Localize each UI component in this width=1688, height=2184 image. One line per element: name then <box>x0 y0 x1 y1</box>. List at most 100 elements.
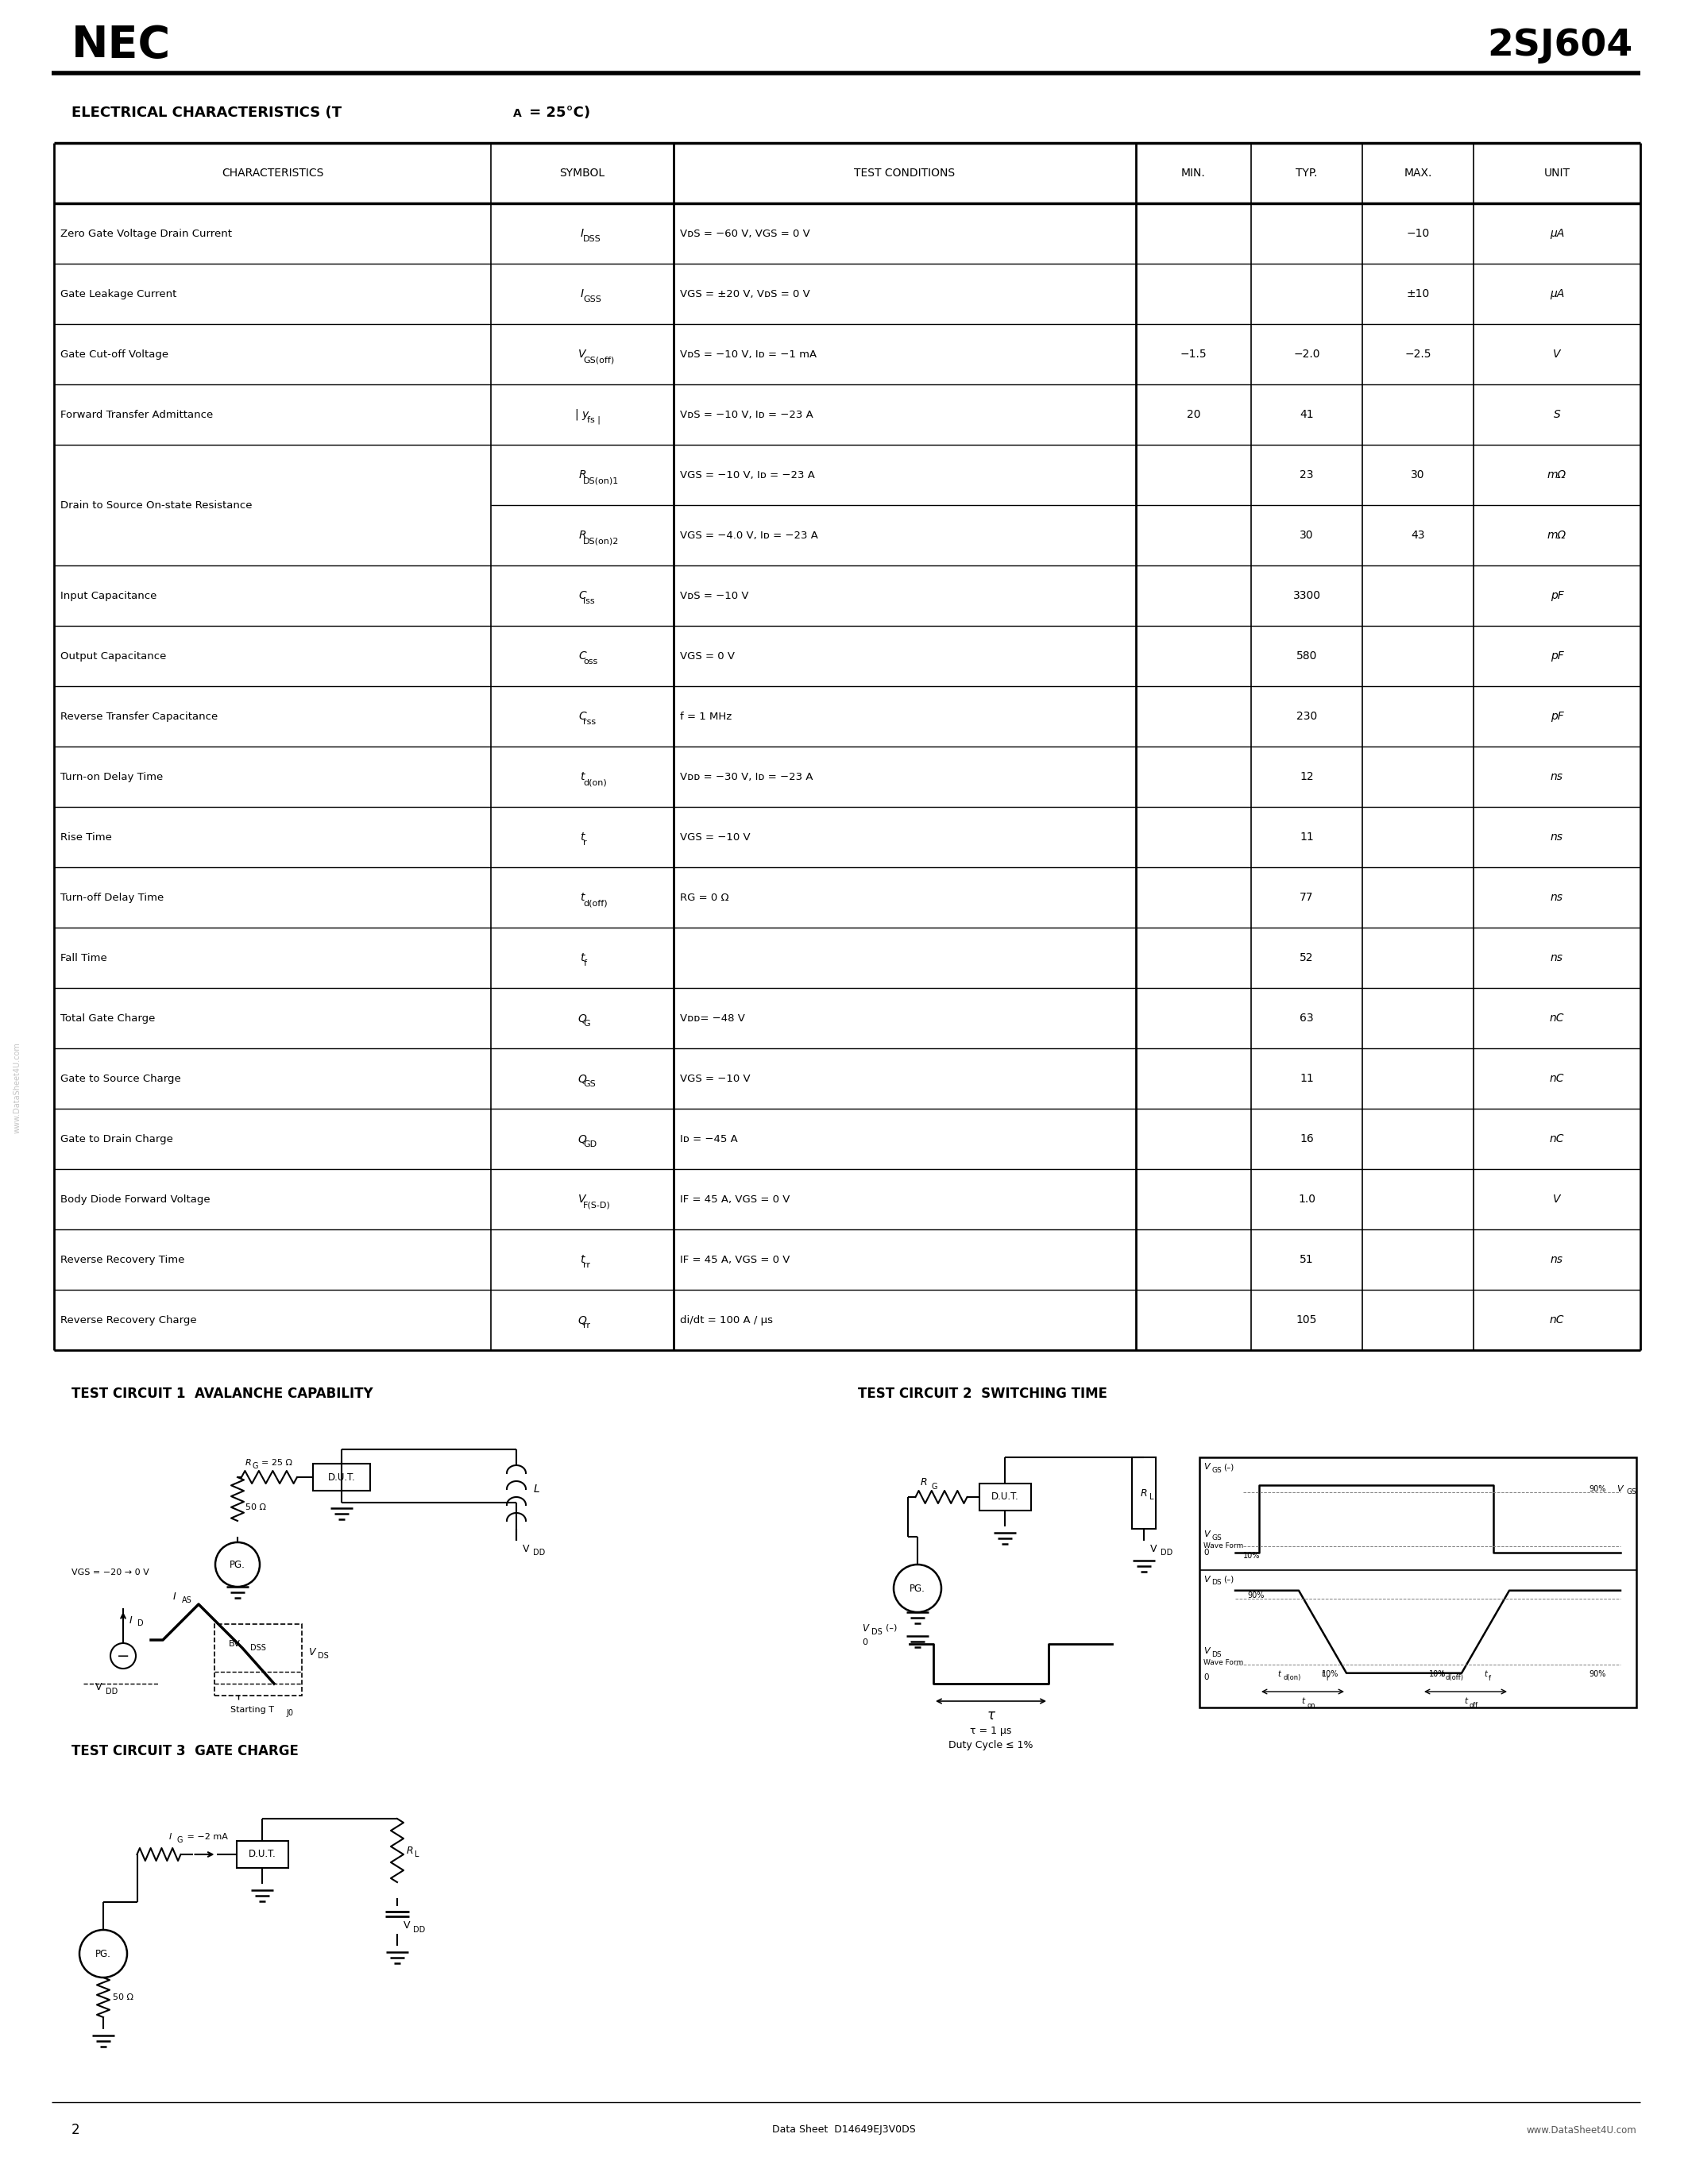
Text: Reverse Recovery Time: Reverse Recovery Time <box>61 1254 184 1265</box>
FancyBboxPatch shape <box>236 1841 289 1867</box>
Text: Fall Time: Fall Time <box>61 952 106 963</box>
Text: rr: rr <box>584 1260 591 1269</box>
Text: μA: μA <box>1550 227 1565 238</box>
Text: V: V <box>1150 1544 1156 1553</box>
Text: RG = 0 Ω: RG = 0 Ω <box>680 893 729 902</box>
Text: Forward Transfer Admittance: Forward Transfer Admittance <box>61 408 213 419</box>
Text: iss: iss <box>584 596 594 605</box>
Text: Gate Cut-off Voltage: Gate Cut-off Voltage <box>61 349 169 360</box>
Text: CHARACTERISTICS: CHARACTERISTICS <box>221 168 324 179</box>
Text: 12: 12 <box>1300 771 1313 782</box>
Text: Q: Q <box>577 1013 587 1024</box>
Text: R: R <box>407 1845 414 1856</box>
Text: www.DataSheet4U.com: www.DataSheet4U.com <box>1526 2125 1636 2136</box>
Text: GS(off): GS(off) <box>584 356 614 365</box>
Text: V: V <box>523 1544 530 1553</box>
Text: 1.0: 1.0 <box>1298 1195 1315 1206</box>
Text: DD: DD <box>1161 1548 1173 1557</box>
Text: ±10: ±10 <box>1406 288 1430 299</box>
Text: C: C <box>579 710 586 723</box>
Text: DS(on)1: DS(on)1 <box>584 476 619 485</box>
Text: f: f <box>584 959 586 968</box>
Text: t: t <box>1278 1671 1281 1677</box>
Text: V: V <box>95 1682 101 1693</box>
Text: PG.: PG. <box>95 1948 111 1959</box>
Text: 2: 2 <box>71 2123 79 2138</box>
Text: r: r <box>1325 1675 1328 1682</box>
Text: GS: GS <box>1626 1489 1636 1496</box>
Text: f: f <box>1489 1675 1491 1682</box>
Text: nC: nC <box>1550 1072 1565 1083</box>
Text: t: t <box>1484 1671 1487 1677</box>
Text: ELECTRICAL CHARACTERISTICS (T: ELECTRICAL CHARACTERISTICS (T <box>71 105 341 120</box>
Text: t: t <box>581 952 584 963</box>
Text: Gate to Source Charge: Gate to Source Charge <box>61 1072 181 1083</box>
Text: −: − <box>116 1649 130 1664</box>
FancyBboxPatch shape <box>1200 1457 1636 1708</box>
Text: τ: τ <box>987 1708 994 1723</box>
Text: VᴅS = −10 V, Iᴅ = −23 A: VᴅS = −10 V, Iᴅ = −23 A <box>680 408 814 419</box>
Text: t: t <box>581 1254 584 1265</box>
Text: 43: 43 <box>1411 531 1425 542</box>
Text: D.U.T.: D.U.T. <box>991 1492 1018 1503</box>
Text: F(S-D): F(S-D) <box>584 1201 611 1208</box>
Text: Data Sheet  D14649EJ3V0DS: Data Sheet D14649EJ3V0DS <box>771 2125 915 2136</box>
Text: SYMBOL: SYMBOL <box>560 168 604 179</box>
Text: 20: 20 <box>1187 408 1200 419</box>
Text: 77: 77 <box>1300 891 1313 902</box>
Text: G: G <box>177 1837 182 1843</box>
Text: PG.: PG. <box>910 1583 925 1594</box>
Text: V: V <box>1204 1575 1210 1583</box>
Text: DS(on)2: DS(on)2 <box>584 537 619 544</box>
Text: = −2 mA: = −2 mA <box>184 1832 228 1841</box>
Text: r: r <box>584 839 587 847</box>
Text: = 25 Ω: = 25 Ω <box>262 1459 292 1468</box>
Text: t: t <box>1301 1697 1305 1706</box>
Text: pF: pF <box>1550 710 1563 723</box>
Text: I: I <box>169 1832 172 1841</box>
Text: MIN.: MIN. <box>1182 168 1205 179</box>
Text: Turn-on Delay Time: Turn-on Delay Time <box>61 771 164 782</box>
Text: 23: 23 <box>1300 470 1313 480</box>
Text: I: I <box>581 227 584 238</box>
Text: R: R <box>1141 1487 1148 1498</box>
FancyBboxPatch shape <box>1133 1457 1156 1529</box>
Text: V: V <box>1553 1195 1561 1206</box>
Text: DS: DS <box>1212 1579 1222 1586</box>
Text: −2.5: −2.5 <box>1404 349 1431 360</box>
Text: I: I <box>581 288 584 299</box>
Text: mΩ: mΩ <box>1548 531 1566 542</box>
Text: 3300: 3300 <box>1293 590 1320 601</box>
Text: 0: 0 <box>863 1638 868 1647</box>
Text: t: t <box>1440 1671 1443 1677</box>
Text: R: R <box>245 1459 252 1468</box>
Text: DSS: DSS <box>584 236 601 242</box>
Text: V: V <box>1204 1463 1210 1470</box>
Text: 11: 11 <box>1300 832 1313 843</box>
Text: on: on <box>1307 1701 1315 1708</box>
Text: VGS = ±20 V, VᴅS = 0 V: VGS = ±20 V, VᴅS = 0 V <box>680 288 810 299</box>
Text: −10: −10 <box>1406 227 1430 238</box>
Text: pF: pF <box>1550 651 1563 662</box>
Text: 52: 52 <box>1300 952 1313 963</box>
Text: V: V <box>403 1920 410 1931</box>
Text: DD: DD <box>106 1688 118 1695</box>
Text: 11: 11 <box>1300 1072 1313 1083</box>
Text: V: V <box>1204 1647 1210 1655</box>
Text: J0: J0 <box>285 1710 294 1717</box>
Text: Reverse Transfer Capacitance: Reverse Transfer Capacitance <box>61 712 218 721</box>
Text: 30: 30 <box>1300 531 1313 542</box>
Text: D.U.T.: D.U.T. <box>248 1850 275 1859</box>
Text: I: I <box>174 1592 176 1601</box>
Text: d(off): d(off) <box>1445 1675 1463 1682</box>
Text: ns: ns <box>1551 771 1563 782</box>
Text: 580: 580 <box>1296 651 1317 662</box>
Text: VGS = 0 V: VGS = 0 V <box>680 651 734 662</box>
Text: V: V <box>863 1623 868 1634</box>
Text: I: I <box>130 1614 132 1625</box>
Text: −1.5: −1.5 <box>1180 349 1207 360</box>
Text: = 25°C): = 25°C) <box>525 105 591 120</box>
Text: MAX.: MAX. <box>1404 168 1431 179</box>
FancyBboxPatch shape <box>979 1483 1031 1511</box>
Text: IF = 45 A, VGS = 0 V: IF = 45 A, VGS = 0 V <box>680 1195 790 1203</box>
